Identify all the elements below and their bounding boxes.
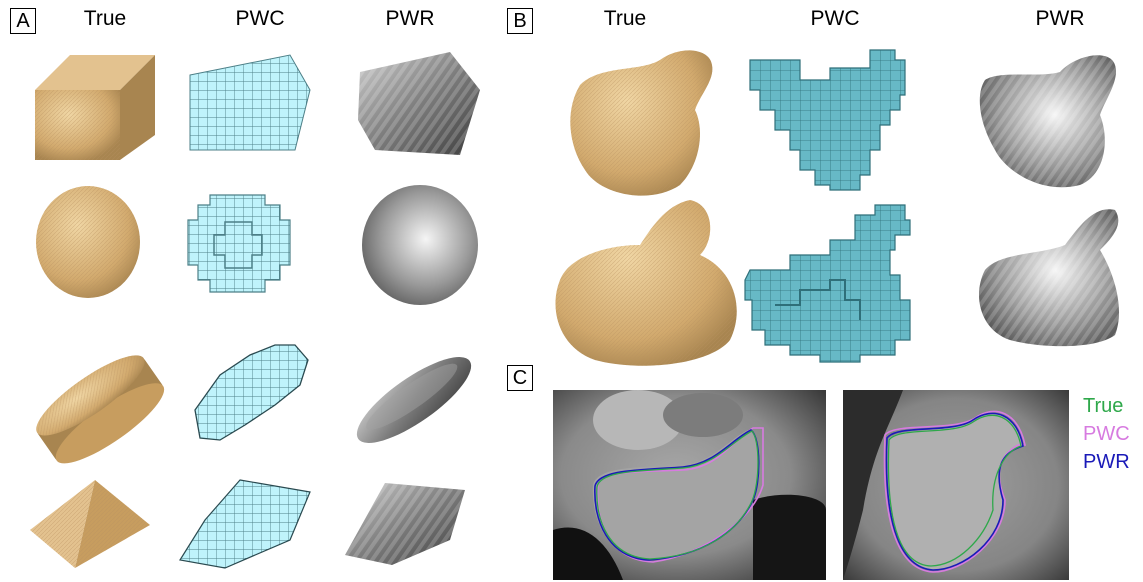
ct-slice-left-image	[553, 390, 826, 580]
a-true-pyramid	[30, 480, 150, 568]
a-pwr-box	[358, 52, 480, 155]
a-true-box	[35, 55, 155, 160]
b-pwc-shape-1	[749, 49, 906, 191]
a-pwr-sphere	[362, 185, 478, 305]
ct-right-contour-true	[887, 414, 1022, 567]
a-pwc-pyramid	[179, 479, 311, 569]
a-pwc-disk	[194, 344, 309, 441]
ct-slice-left	[553, 390, 826, 580]
header-a-pwr: PWR	[385, 7, 435, 30]
legend-pwr: PWR	[1083, 451, 1130, 473]
legend-pwc: PWC	[1083, 423, 1130, 445]
panel-label-b: B	[507, 8, 533, 34]
header-a-true: True	[83, 7, 127, 30]
a-true-disk	[36, 355, 165, 464]
ct-left-contour-pwr	[594, 429, 760, 561]
b-true-shape-1	[570, 50, 713, 196]
b-pwr-shape-1	[979, 55, 1117, 188]
header-b-pwr: PWR	[1035, 7, 1085, 30]
b-pwr-shape-2	[978, 209, 1120, 347]
a-true-sphere	[36, 186, 140, 298]
b-pwc-shape-2	[744, 204, 911, 363]
panel-label-c: C	[507, 365, 533, 391]
ct-right-contour-pwr	[885, 412, 1024, 571]
ct-slice-right	[843, 390, 1069, 580]
header-b-pwc: PWC	[810, 7, 860, 30]
ct-slice-right-image	[843, 390, 1069, 580]
b-true-shape-2	[555, 200, 737, 366]
legend-true: True	[1083, 395, 1124, 417]
a-pwc-sphere	[187, 194, 291, 293]
panel-label-a: A	[10, 8, 36, 34]
a-pwr-pyramid	[345, 483, 465, 565]
a-pwc-box	[189, 54, 311, 151]
header-a-pwc: PWC	[235, 7, 285, 30]
ct-left-contour-true	[596, 430, 759, 560]
a-pwr-disk	[356, 357, 472, 443]
header-b-true: True	[603, 7, 647, 30]
